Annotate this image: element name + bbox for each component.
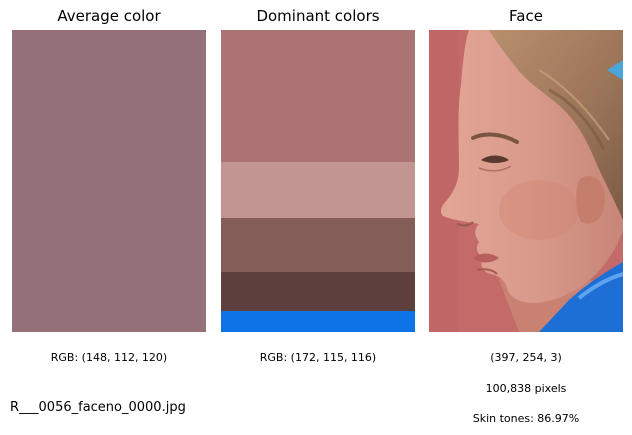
dominant-rgb-label: RGB: (172, 115, 116)	[259, 351, 377, 364]
filename-label: R___0056_faceno_0000.jpg	[10, 400, 186, 415]
dominant-colors-panel	[221, 30, 415, 332]
average-color-swatch	[12, 30, 206, 332]
dominant-color-stripe	[221, 272, 415, 311]
dominant-color-stripe	[221, 30, 415, 162]
face-image	[429, 30, 623, 332]
dominant-color-stripe	[221, 218, 415, 272]
dominant-colors-title: Dominant colors	[256, 7, 380, 25]
face-pixels-label: 100,838 pixels	[485, 382, 567, 395]
dominant-color-stripe	[221, 311, 415, 332]
face-title: Face	[509, 7, 543, 25]
dominant-color-stripe	[221, 162, 415, 218]
average-rgb-label: RGB: (148, 112, 120)	[50, 351, 168, 364]
face-shape-label: (397, 254, 3)	[490, 351, 562, 364]
skin-tones-label: Skin tones: 86.97%	[472, 412, 580, 425]
average-color-title: Average color	[57, 7, 161, 25]
